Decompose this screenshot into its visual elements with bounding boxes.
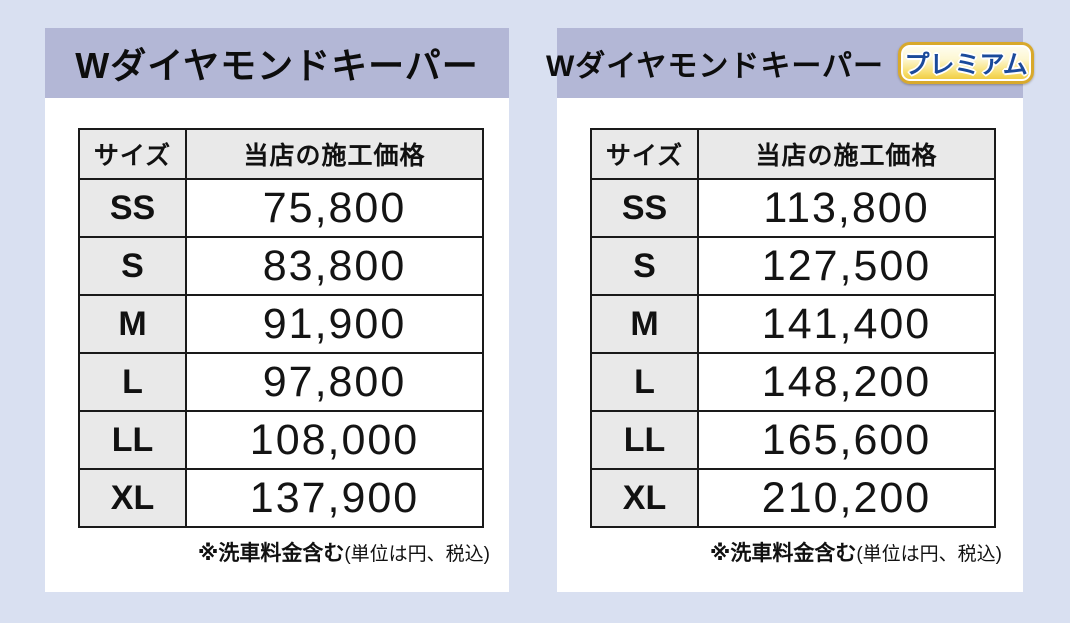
price-cell: 75,800 [185,178,484,238]
price-cell: 165,600 [697,410,996,470]
footnote-bold: ※洗車料金含む [197,542,345,565]
price-header-cell: 当店の施工価格 [185,128,484,180]
size-cell: SS [590,178,699,238]
table-row: XL 210,200 [590,468,996,528]
size-cell: LL [590,410,699,470]
premium-badge: プレミアム [898,42,1035,84]
panel-header-band: Wダイヤモンドキーパー [45,28,509,98]
table-row: S 127,500 [590,236,996,296]
table-row: SS 113,800 [590,178,996,238]
panel-title: Wダイヤモンドキーパー [545,50,885,83]
footnote-regular: (単位は円、税込) [856,544,1002,565]
table-row: S 83,800 [78,236,484,296]
table-row: L 148,200 [590,352,996,412]
table-header-row: サイズ 当店の施工価格 [590,128,996,180]
table-row: LL 108,000 [78,410,484,470]
price-table: サイズ 当店の施工価格 SS 113,800 S 127,500 M 141,400 L 14… [590,128,996,528]
footnote-bold: ※洗車料金含む [709,542,857,565]
size-cell: S [590,236,699,296]
size-cell: M [590,294,699,354]
price-cell: 113,800 [697,178,996,238]
panel-title: Wダイヤモンドキーパー [75,45,479,86]
price-cell: 141,400 [697,294,996,354]
panel-standard: Wダイヤモンドキーパー サイズ 当店の施工価格 SS 75,800 S 83,800 M… [45,28,509,592]
price-cell: 127,500 [697,236,996,296]
table-row: SS 75,800 [78,178,484,238]
table-row: LL 165,600 [590,410,996,470]
panel-premium: Wダイヤモンドキーパー プレミアム サイズ 当店の施工価格 SS 113,800 S… [546,28,1035,592]
table-row: L 97,800 [78,352,484,412]
size-header-cell: サイズ [590,128,699,180]
size-cell: L [78,352,187,412]
price-table-container: サイズ 当店の施工価格 SS 75,800 S 83,800 M 91,900 L 97,80… [78,128,484,528]
size-cell: S [78,236,187,296]
size-cell: LL [78,410,187,470]
size-header-cell: サイズ [78,128,187,180]
footnote: ※洗車料金含む(単位は円、税込) [590,537,1002,567]
table-row: M 141,400 [590,294,996,354]
price-cell: 97,800 [185,352,484,412]
price-cell: 137,900 [185,468,484,528]
size-cell: SS [78,178,187,238]
size-cell: M [78,294,187,354]
price-cell: 148,200 [697,352,996,412]
price-cell: 91,900 [185,294,484,354]
size-cell: XL [78,468,187,528]
price-cell: 83,800 [185,236,484,296]
size-cell: L [590,352,699,412]
table-row: XL 137,900 [78,468,484,528]
footnote: ※洗車料金含む(単位は円、税込) [78,537,490,567]
price-table-container: サイズ 当店の施工価格 SS 113,800 S 127,500 M 141,400 L 14… [590,128,996,528]
table-row: M 91,900 [78,294,484,354]
size-cell: XL [590,468,699,528]
price-cell: 210,200 [697,468,996,528]
price-cell: 108,000 [185,410,484,470]
price-table: サイズ 当店の施工価格 SS 75,800 S 83,800 M 91,900 L 97,80… [78,128,484,528]
table-header-row: サイズ 当店の施工価格 [78,128,484,180]
price-header-cell: 当店の施工価格 [697,128,996,180]
footnote-regular: (単位は円、税込) [344,544,490,565]
panel-header-band: Wダイヤモンドキーパー プレミアム [546,28,1035,98]
